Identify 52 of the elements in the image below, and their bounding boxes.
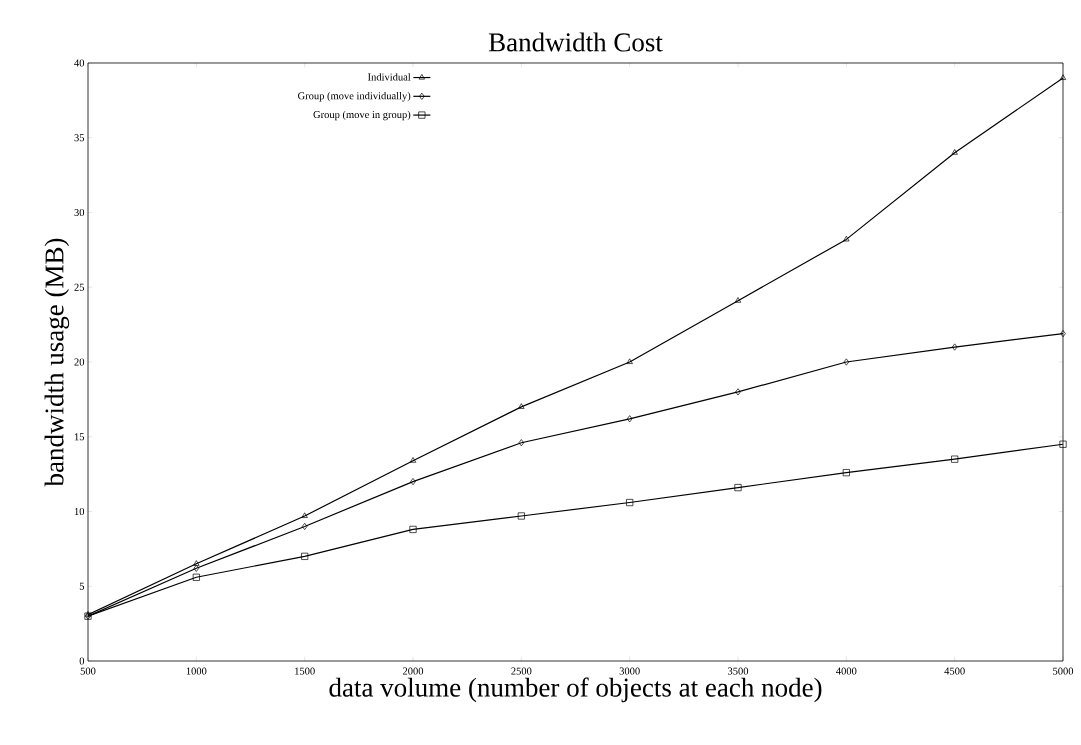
point: [626, 358, 633, 364]
point: [951, 343, 958, 351]
point: [842, 469, 850, 477]
x-axis-title: data volume (number of objects at each node): [329, 677, 822, 703]
x-tick-label: 3500: [728, 667, 749, 675]
chart-title: Bandwidth Cost: [488, 32, 663, 52]
point: [410, 478, 416, 486]
point: [1060, 330, 1066, 338]
point: [626, 415, 633, 423]
y-tick-label: 35: [74, 134, 85, 142]
y-tick-label: 15: [74, 433, 85, 441]
x-tick-label: 4500: [944, 667, 965, 675]
point: [1059, 74, 1067, 80]
point: [951, 455, 959, 463]
point: [301, 522, 308, 530]
x-tick-label: 2000: [402, 667, 424, 675]
point: [518, 439, 525, 447]
x-tick-label: 500: [80, 667, 96, 675]
y-tick-label: 40: [74, 59, 85, 67]
y-tick-label: 0: [79, 657, 85, 665]
point: [951, 149, 958, 155]
legend-label: Individual: [367, 73, 411, 81]
y-tick-label: 30: [74, 208, 85, 217]
point: [734, 297, 742, 303]
point: [301, 552, 309, 560]
legend-label: Group (move in group): [313, 110, 411, 121]
point: [843, 358, 850, 366]
point: [409, 525, 417, 533]
x-tick-label: 3000: [619, 667, 640, 675]
point: [193, 560, 200, 566]
point: [626, 498, 634, 507]
x-tick-label: 1500: [295, 667, 315, 675]
point: [517, 512, 525, 520]
x-tick-label: 5000: [1053, 667, 1074, 675]
x-tick-label: 1000: [186, 667, 207, 675]
y-axis-title: bandwidth usage (MB): [44, 238, 70, 487]
x-tick-label: 4000: [836, 667, 857, 675]
legend-label: Group (move individually): [298, 91, 411, 102]
point: [843, 235, 850, 242]
x-tick-label: 2500: [511, 667, 532, 675]
y-tick-label: 5: [79, 582, 85, 590]
y-tick-label: 20: [74, 358, 85, 366]
point: [301, 512, 308, 518]
point: [518, 403, 525, 409]
point: [1059, 440, 1067, 448]
point: [193, 564, 200, 572]
point: [192, 573, 200, 581]
point: [734, 484, 742, 492]
point: [735, 388, 741, 396]
point: [409, 457, 417, 463]
y-tick-label: 10: [74, 507, 85, 516]
y-tick-label: 25: [74, 283, 85, 291]
